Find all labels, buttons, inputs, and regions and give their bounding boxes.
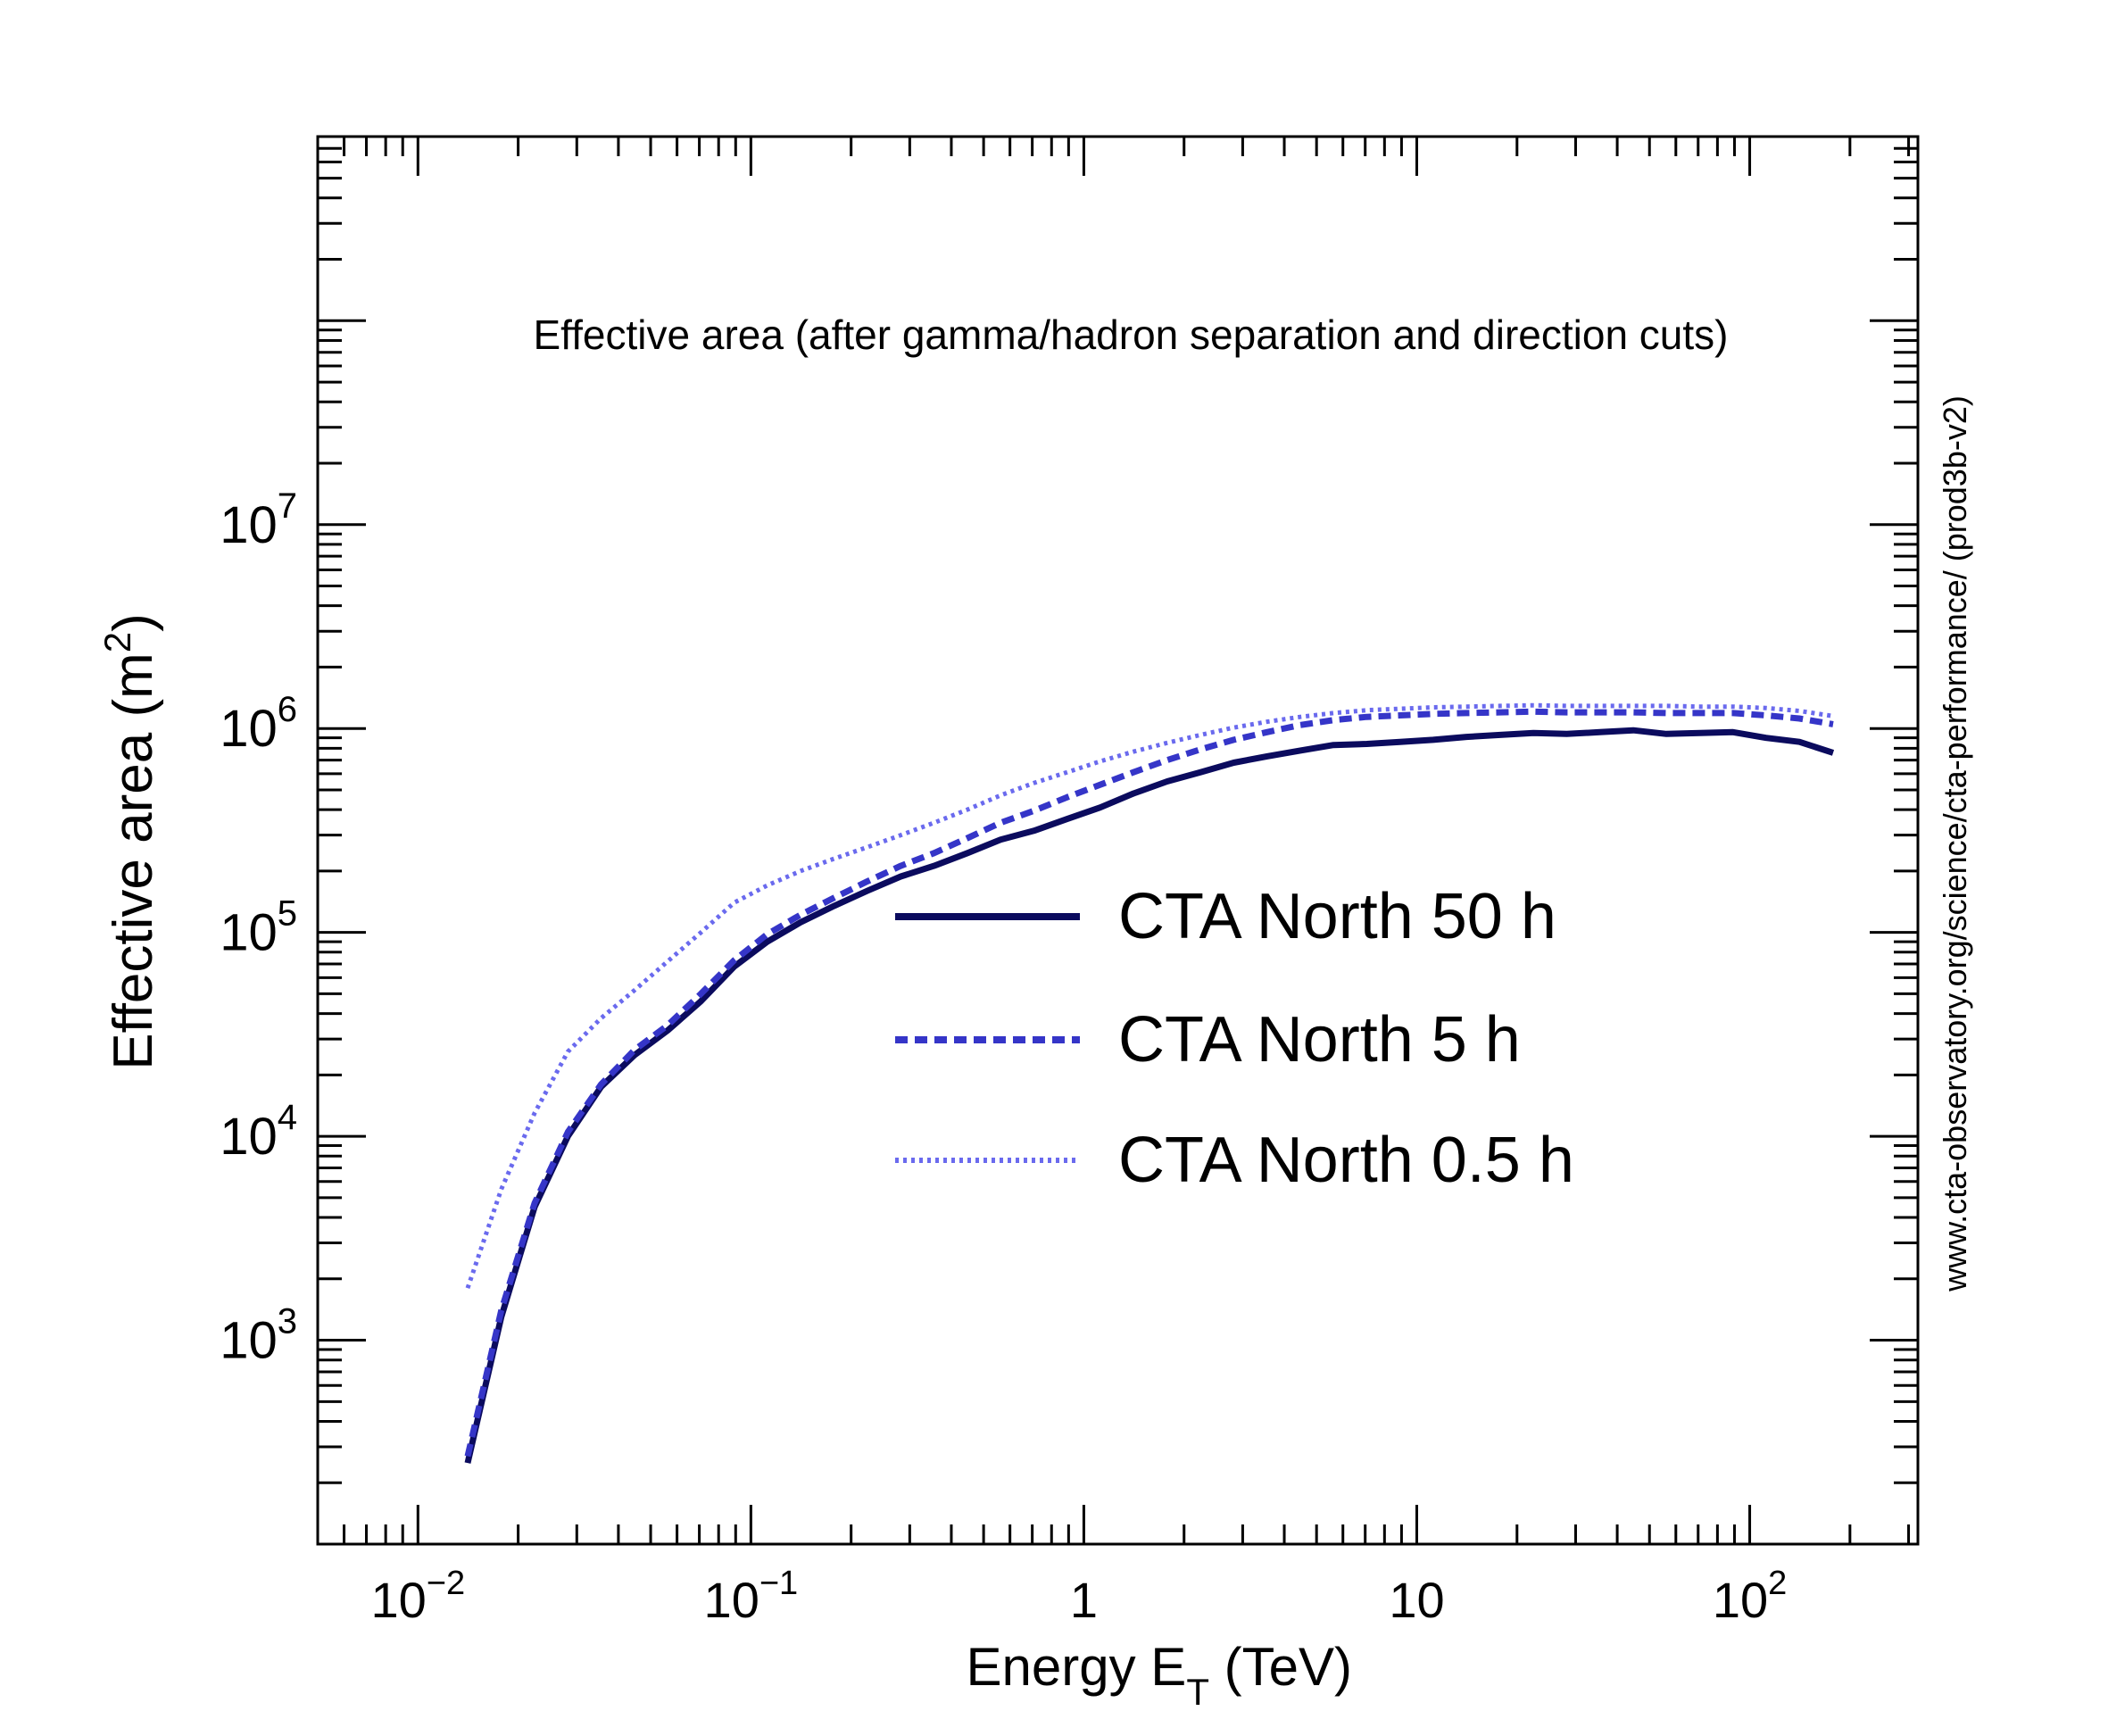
x-tick-label: 102	[1713, 1565, 1787, 1628]
y-tick-label: 104	[220, 1098, 297, 1166]
plot-frame	[316, 135, 1920, 1546]
y-tick-label: 106	[220, 690, 297, 758]
legend-label-2: CTA North 0.5 h	[1118, 1125, 1574, 1196]
series-group	[464, 702, 1835, 1464]
annotation-text: Effective area (after gamma/hadron separ…	[534, 311, 1729, 358]
x-tick-label: 1	[1070, 1572, 1098, 1628]
y-axis-label: Effective area (m2)	[96, 613, 164, 1070]
x-tick-label: 10−1	[704, 1565, 799, 1628]
y-tick-labels: 103 104 105 106 107	[220, 486, 297, 1370]
x-axis-label: Energy ET (TeV)	[967, 1637, 1352, 1713]
series-line-1	[464, 708, 1834, 1458]
series-line-2	[465, 702, 1834, 1290]
legend-label-1: CTA North 5 h	[1118, 1004, 1521, 1076]
legend: CTA North 50 h CTA North 5 h CTA North 0.5…	[895, 881, 1574, 1196]
y-tick-label: 105	[220, 894, 297, 962]
side-url-text: www.cta-observatory.org/science/cta-perf…	[1937, 395, 1973, 1292]
x-tick-label: 10	[1389, 1572, 1444, 1628]
series-line-0	[464, 727, 1835, 1464]
major-ticks	[318, 137, 1918, 1546]
y-tick-label: 107	[220, 486, 297, 554]
y-tick-label: 103	[220, 1302, 297, 1370]
minor-ticks	[316, 135, 1918, 1544]
x-tick-labels: 10−2 10−1 1 10 102	[370, 1565, 1787, 1628]
legend-label-0: CTA North 50 h	[1118, 881, 1556, 952]
x-tick-label: 10−2	[370, 1565, 465, 1628]
